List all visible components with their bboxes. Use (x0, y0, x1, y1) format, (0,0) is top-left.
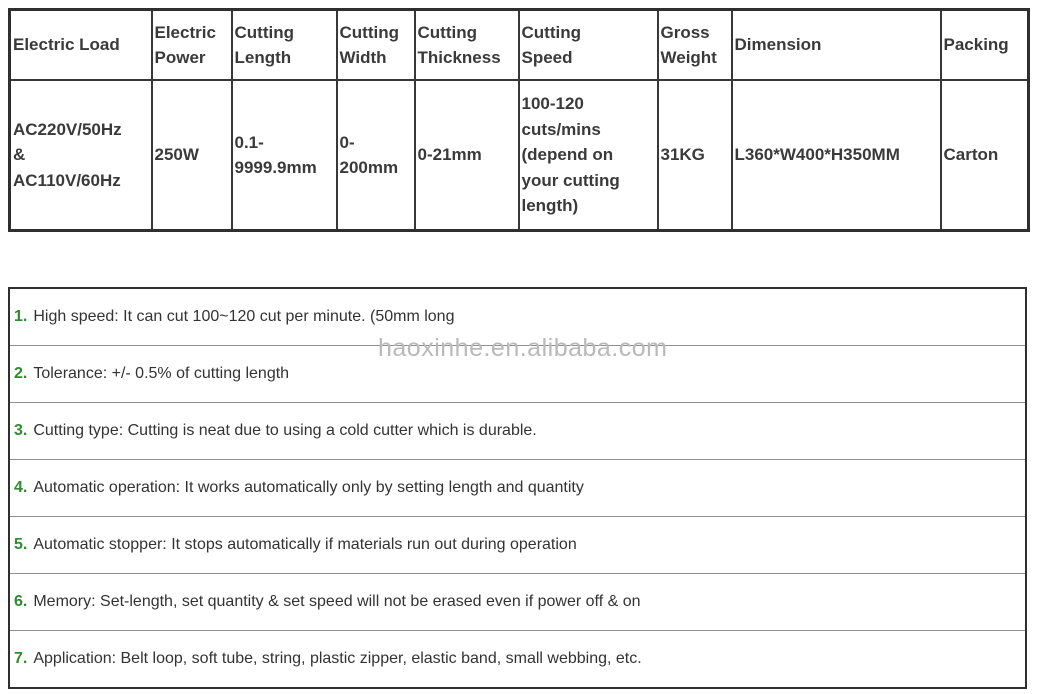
feature-text: Cutting type: Cutting is neat due to usi… (33, 422, 537, 439)
header-cell-electric-load: Electric Load (8, 8, 153, 81)
value-cell-packing: Carton (939, 79, 1030, 232)
feature-row-6: 6. Memory: Set-length, set quantity & se… (10, 573, 1025, 630)
feature-row-5: 5. Automatic stopper: It stops automatic… (10, 516, 1025, 573)
feature-text: Automatic operation: It works automatica… (33, 479, 584, 496)
spec-header-row: Electric Load Electric Power Cutting Len… (8, 8, 1030, 81)
header-cell-gross-weight: Gross Weight (656, 8, 733, 81)
feature-number: 5. (14, 536, 28, 553)
feature-row-3: 3. Cutting type: Cutting is neat due to … (10, 402, 1025, 459)
header-cell-electric-power: Electric Power (150, 8, 233, 81)
feature-text: High speed: It can cut 100~120 cut per m… (33, 308, 455, 325)
feature-text: Tolerance: +/- 0.5% of cutting length (33, 365, 290, 382)
value-cell-cutting-speed: 100-120 cuts/mins (depend on your cuttin… (517, 79, 659, 232)
value-cell-dimension: L360*W400*H350MM (730, 79, 942, 232)
value-cell-cutting-length: 0.1- 9999.9mm (230, 79, 338, 232)
feature-row-4: 4. Automatic operation: It works automat… (10, 459, 1025, 516)
feature-row-7: 7. Application: Belt loop, soft tube, st… (10, 630, 1025, 687)
feature-text: Application: Belt loop, soft tube, strin… (33, 650, 642, 667)
header-cell-cutting-thickness: Cutting Thickness (413, 8, 520, 81)
feature-number: 1. (14, 308, 28, 325)
value-cell-cutting-thickness: 0-21mm (413, 79, 520, 232)
feature-text: Automatic stopper: It stops automaticall… (33, 536, 577, 553)
spec-data-row: AC220V/50Hz & AC110V/60Hz 250W 0.1- 9999… (8, 79, 1030, 232)
feature-number: 2. (14, 365, 28, 382)
feature-number: 6. (14, 593, 28, 610)
value-cell-electric-power: 250W (150, 79, 233, 232)
feature-number: 3. (14, 422, 28, 439)
feature-text: Memory: Set-length, set quantity & set s… (33, 593, 641, 610)
value-cell-gross-weight: 31KG (656, 79, 733, 232)
header-cell-packing: Packing (939, 8, 1030, 81)
header-cell-cutting-width: Cutting Width (335, 8, 416, 81)
feature-number: 7. (14, 650, 28, 667)
spec-table: Electric Load Electric Power Cutting Len… (8, 8, 1030, 232)
value-cell-electric-load: AC220V/50Hz & AC110V/60Hz (8, 79, 153, 232)
header-cell-dimension: Dimension (730, 8, 942, 81)
features-panel: 1. High speed: It can cut 100~120 cut pe… (8, 287, 1027, 689)
feature-number: 4. (14, 479, 28, 496)
feature-row-1: 1. High speed: It can cut 100~120 cut pe… (10, 289, 1025, 345)
feature-row-2: 2. Tolerance: +/- 0.5% of cutting length (10, 345, 1025, 402)
header-cell-cutting-speed: Cutting Speed (517, 8, 659, 81)
value-cell-cutting-width: 0- 200mm (335, 79, 416, 232)
header-cell-cutting-length: Cutting Length (230, 8, 338, 81)
